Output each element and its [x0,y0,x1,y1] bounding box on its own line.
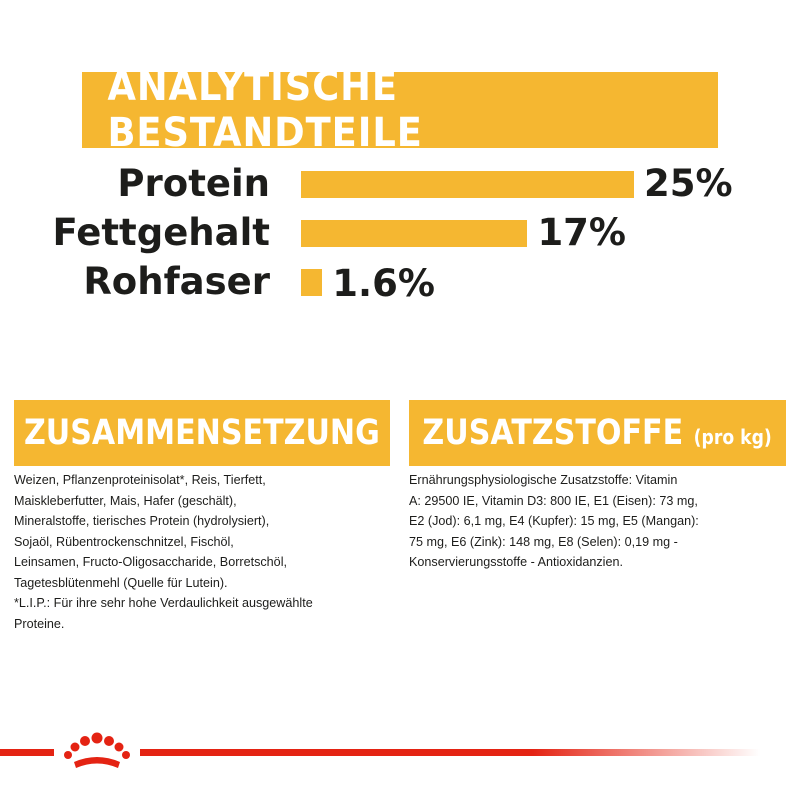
value-fettgehalt: 17% [537,211,626,254]
additives-text: Ernährungsphysiologische Zusatzstoffe: V… [409,470,779,573]
additives-line: 75 mg, E6 (Zink): 148 mg, E8 (Selen): 0,… [409,534,678,549]
additives-title-wrap: ZUSATZSTOFFE (pro kg) [423,413,772,453]
royal-canin-crown-icon [54,728,140,778]
label-protein: Protein [117,162,270,205]
label-fettgehalt: Fettgehalt [52,211,270,254]
composition-line: Mineralstoffe, tierisches Protein (hydro… [14,514,270,528]
label-rohfaser: Rohfaser [83,260,270,303]
additives-title: ZUSATZSTOFFE [422,413,684,453]
bar-rohfaser [301,269,323,296]
additives-line: Konservierungsstoffe - Antioxidanzien. [409,555,623,569]
composition-line: Maiskleberfutter, Mais, Hafer (geschält)… [14,493,237,508]
composition-line: Proteine. [14,616,65,631]
composition-line: *L.I.P.: Für ihre sehr hohe Verdaulichke… [14,596,313,610]
value-rohfaser: 1.6% [332,262,435,305]
composition-line: Weizen, Pflanzenproteinisolat*, Reis, Ti… [14,473,266,487]
composition-text: Weizen, Pflanzenproteinisolat*, Reis, Ti… [14,470,382,634]
footer-line [0,749,760,756]
additives-line: Ernährungsphysiologische Zusatzstoffe: V… [409,473,678,487]
additives-title-suffix: (pro kg) [694,425,773,449]
composition-line: Tagetesblütenmehl (Quelle für Lutein). [14,575,228,590]
analysis-header: ANALYTISCHE BESTANDTEILE [82,64,718,156]
composition-line: Sojaöl, Rübentrockenschnitzel, Fischöl, [14,534,234,549]
composition-header: ZUSAMMENSETZUNG [14,400,390,466]
bar-protein [301,171,634,198]
value-protein: 25% [644,162,733,205]
additives-line: E2 (Jod): 6,1 mg, E4 (Kupfer): 15 mg, E5… [409,514,699,528]
composition-title: ZUSAMMENSETZUNG [24,413,380,453]
additives-line: A: 29500 IE, Vitamin D3: 800 IE, E1 (Eis… [409,493,698,508]
analysis-title: ANALYTISCHE BESTANDTEILE [107,64,423,156]
bar-fettgehalt [301,220,528,247]
additives-header: ZUSATZSTOFFE (pro kg) [409,400,786,466]
composition-line: Leinsamen, Fructo-Oligosaccharide, Borre… [14,555,287,569]
